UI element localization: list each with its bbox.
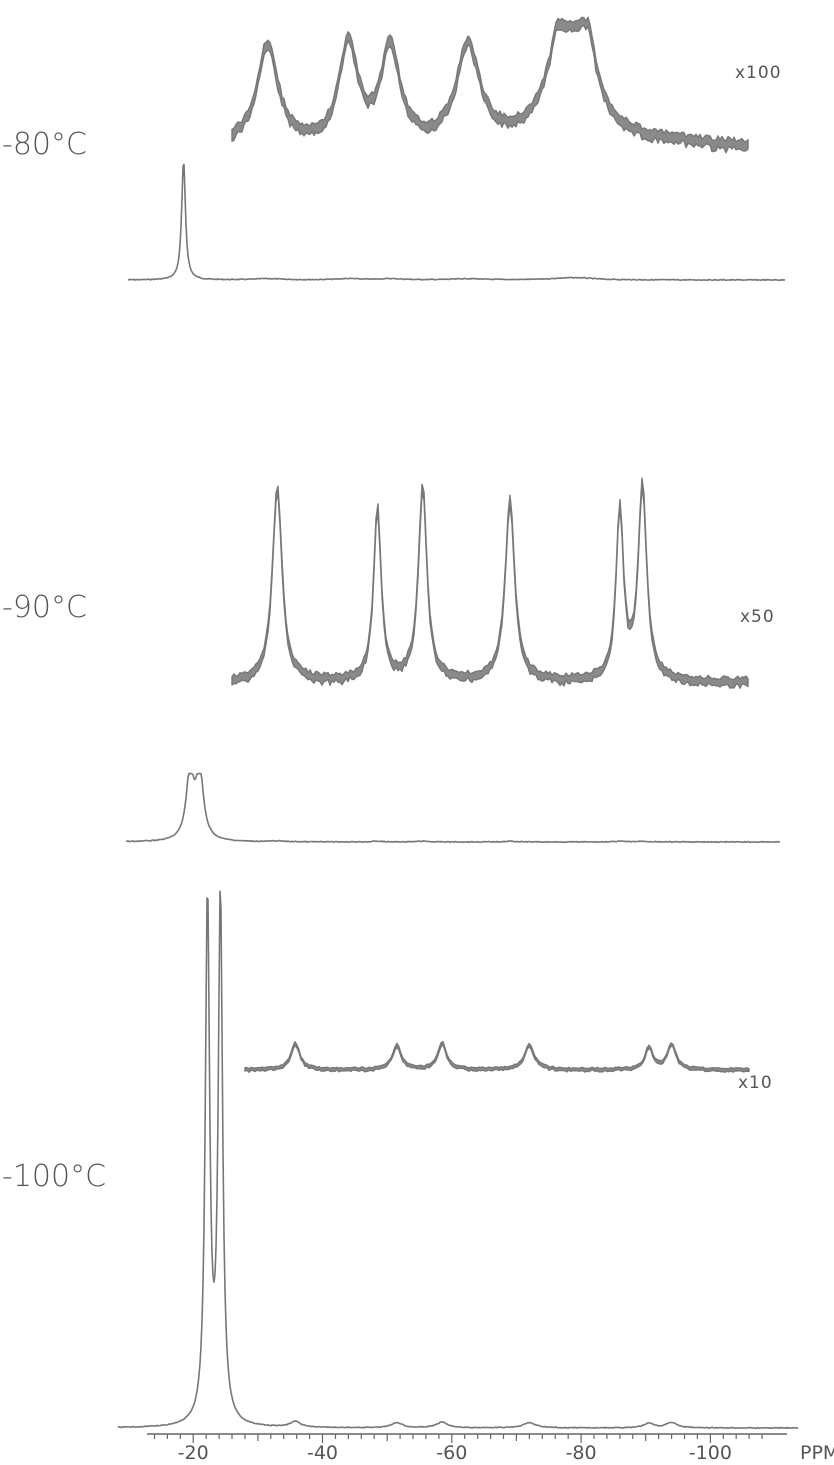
spectrum-panel-2 <box>126 478 780 842</box>
spectrum-panel-1 <box>128 17 785 280</box>
tick-label--100: -100 <box>689 1442 732 1461</box>
spectrum-traces <box>118 17 798 1428</box>
axis-unit-label: PPM <box>800 1442 834 1461</box>
temperature-label-panel-1: -80°C <box>2 127 87 162</box>
expanded-trace-1 <box>232 17 748 152</box>
expansion-label-panel-3: x10 <box>738 1073 773 1093</box>
expansion-label-panel-2: x50 <box>740 607 775 627</box>
temperature-label-panel-3: -100°C <box>2 1159 106 1194</box>
ppm-axis: -20 -40 -60 -80 -100 PPM <box>147 1434 834 1461</box>
tick-label--80: -80 <box>566 1442 597 1461</box>
spectrum-panel-3 <box>118 891 798 1429</box>
expanded-trace-3 <box>245 1042 749 1073</box>
tick-label--40: -40 <box>307 1442 338 1461</box>
tick-label--20: -20 <box>178 1442 209 1461</box>
expansion-label-panel-1: x100 <box>735 63 782 83</box>
full-scale-trace-3 <box>118 891 798 1429</box>
tick-label--60: -60 <box>436 1442 467 1461</box>
full-scale-trace-2 <box>126 774 780 843</box>
temperature-label-panel-2: -90°C <box>2 590 87 625</box>
full-scale-trace-1 <box>128 164 785 280</box>
expanded-trace-2 <box>232 478 748 688</box>
